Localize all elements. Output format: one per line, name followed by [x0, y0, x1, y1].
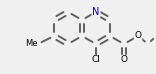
Text: Me: Me: [25, 40, 38, 48]
Text: O: O: [120, 56, 127, 65]
Text: O: O: [134, 32, 141, 40]
Text: Cl: Cl: [92, 56, 100, 65]
Text: N: N: [92, 7, 100, 17]
